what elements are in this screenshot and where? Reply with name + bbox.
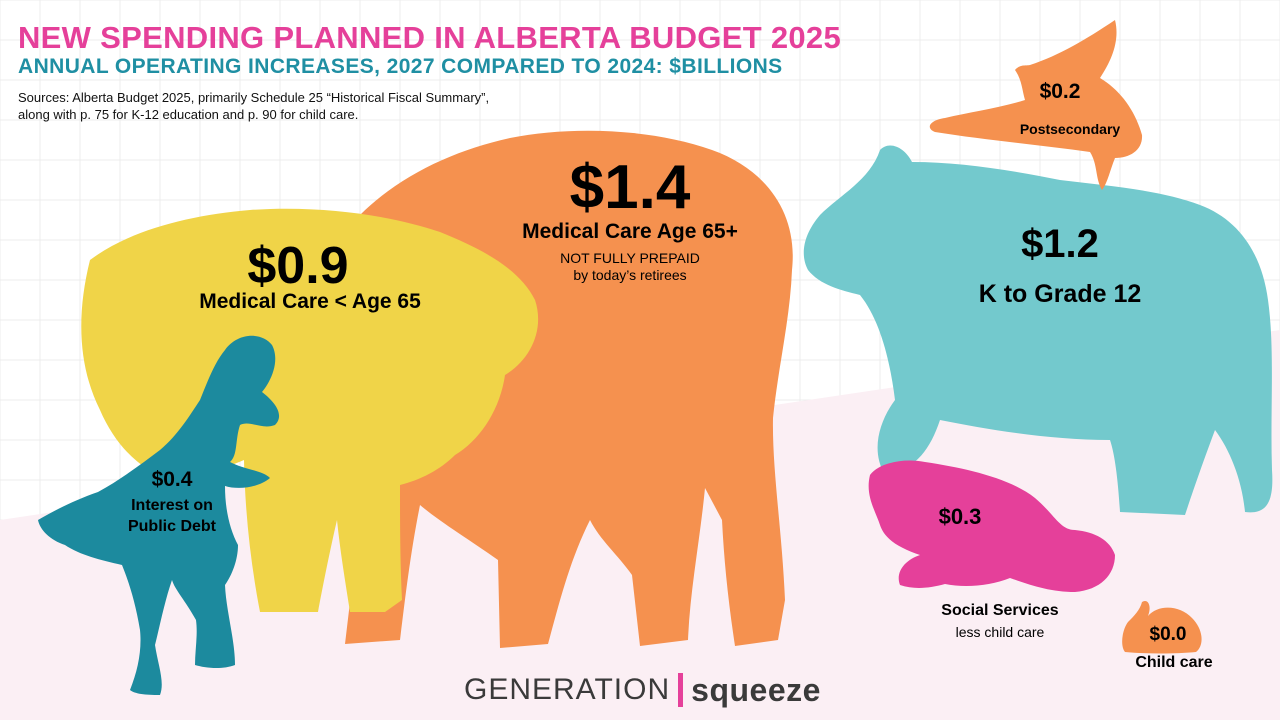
logo-text-generation: GENERATION [464, 673, 671, 706]
snail-silhouette [1122, 600, 1202, 654]
note-by-todays-retirees: by today’s retirees [573, 267, 687, 283]
elephant-yellow-silhouette [81, 208, 539, 612]
value-label-medical-65-plus: $1.4 [569, 153, 691, 222]
category-label-medical-under-65: Medical Care < Age 65 [199, 290, 421, 313]
chart-title: NEW SPENDING PLANNED IN ALBERTA BUDGET 2… [18, 20, 842, 55]
logo-divider [678, 673, 684, 707]
chart-subtitle: ANNUAL OPERATING INCREASES, 2027 COMPARE… [18, 55, 783, 78]
generation-squeeze-logo: GENERATION squeeze [464, 672, 821, 708]
bird-silhouette [929, 20, 1143, 190]
category-label-interest-line-1: Interest on [131, 497, 213, 514]
category-label-child-care: Child care [1135, 654, 1213, 671]
logo-text-squeeze: squeeze [691, 671, 821, 708]
category-label-postsecondary: Postsecondary [1019, 121, 1121, 137]
value-label-medical-under-65: $0.9 [247, 237, 349, 295]
dinosaur-silhouette [38, 335, 280, 695]
bear-silhouette [803, 145, 1273, 515]
note-not-fully-prepaid: NOT FULLY PREPAID [560, 250, 700, 266]
value-label-social-services: $0.3 [938, 504, 982, 529]
beaver-silhouette [868, 460, 1115, 592]
source-line-2: along with p. 75 for K-12 education and … [18, 107, 359, 122]
category-label-medical-65-plus: Medical Care Age 65+ [522, 220, 738, 243]
source-line-1: Sources: Alberta Budget 2025, primarily … [18, 90, 490, 105]
note-less-child-care: less child care [955, 624, 1045, 640]
category-label-interest-line-2: Public Debt [127, 518, 216, 535]
category-label-k-to-12: K to Grade 12 [978, 280, 1142, 308]
value-label-child-care: $0.0 [1149, 624, 1187, 645]
value-label-interest: $0.4 [151, 468, 193, 491]
category-label-social-services: Social Services [941, 602, 1059, 619]
value-label-k-to-12: $1.2 [1021, 222, 1099, 266]
value-label-postsecondary: $0.2 [1039, 80, 1081, 103]
